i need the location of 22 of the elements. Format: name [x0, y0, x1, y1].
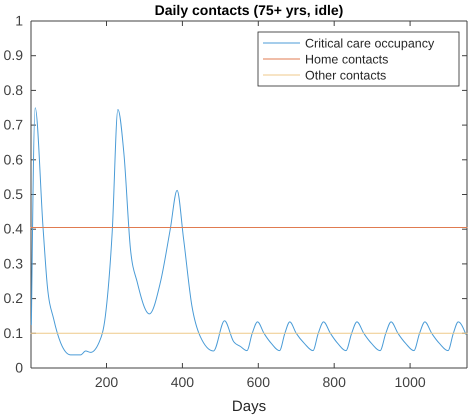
y-tick-label: 0 [15, 359, 24, 376]
y-tick-label: 1 [15, 12, 24, 28]
y-tick-label: 0.6 [4, 151, 24, 168]
y-tick-label: 0.3 [4, 255, 24, 272]
legend-label: Other contacts [305, 68, 386, 82]
y-tick-label: 0.1 [4, 324, 24, 341]
line-series [30, 107, 466, 356]
y-tick-label: 0.8 [4, 82, 24, 98]
y-tick-label: 0.9 [4, 47, 24, 64]
x-axis-title: Days [232, 398, 266, 415]
x-tick-label: 600 [246, 374, 270, 390]
legend-label: Critical care occupancy [305, 36, 435, 50]
x-tick-label: 1000 [394, 374, 426, 390]
x-tick-label: 400 [170, 374, 194, 390]
y-tick-label: 0.2 [4, 290, 24, 306]
y-tick-label: 0.7 [4, 116, 24, 133]
y-tick-label: 0.5 [4, 186, 24, 202]
x-tick-label: 200 [94, 374, 118, 390]
chart-title: Daily contacts (75+ yrs, idle) [154, 2, 344, 18]
x-tick-label: 800 [322, 374, 346, 390]
y-tick-label: 0.4 [4, 220, 24, 237]
legend-label: Home contacts [305, 52, 388, 66]
